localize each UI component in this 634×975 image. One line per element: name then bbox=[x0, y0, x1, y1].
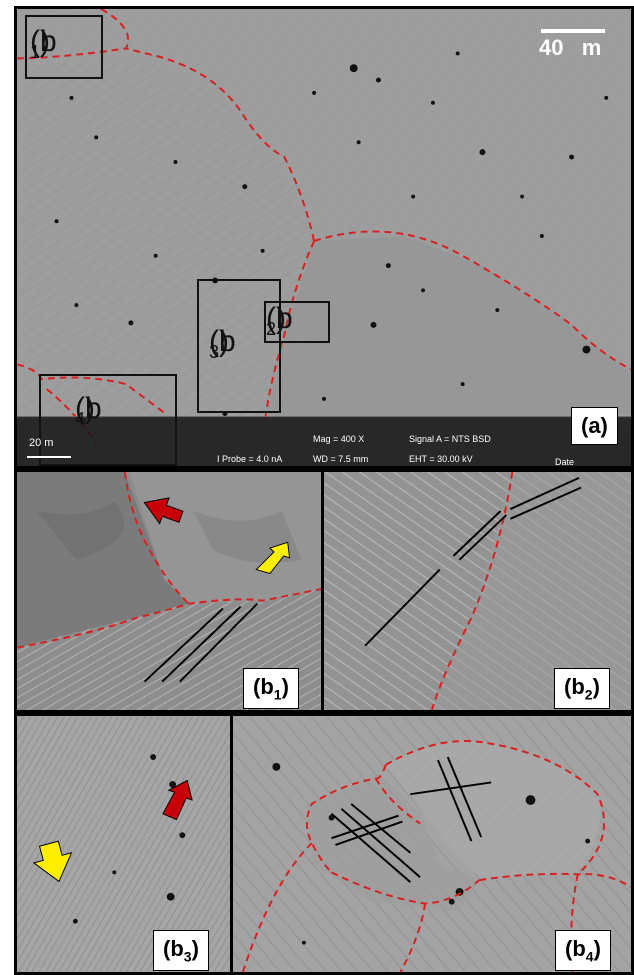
sem-probe: I Probe = 4.0 nA bbox=[217, 454, 283, 464]
panel-b4: (b4) bbox=[230, 713, 634, 975]
scale-bar-label: 40 m bbox=[539, 35, 602, 60]
panel-a: 40 m (b 1) (b 3) (b 2) (b 4) 20 m Mag = 400 … bbox=[14, 6, 634, 469]
label-b4: (b4) bbox=[555, 930, 611, 972]
roi-b1: (b 1) bbox=[25, 15, 103, 79]
sem-mag: Mag = 400 X bbox=[313, 434, 365, 444]
sem-date: Date bbox=[555, 457, 575, 467]
panel-b3-image bbox=[17, 716, 230, 972]
scale-bar-line bbox=[541, 29, 605, 33]
scale-bar: 40 m bbox=[539, 29, 605, 61]
roi-b3: (b 3) bbox=[197, 279, 281, 413]
sem-wd: WD = 7.5 mm bbox=[313, 454, 369, 464]
roi-b2: (b 2) bbox=[264, 301, 330, 343]
panel-b1: (b1) bbox=[14, 469, 324, 713]
label-a: (a) bbox=[571, 407, 618, 445]
panel-b4-image bbox=[233, 716, 631, 972]
roi-b4: (b 4) bbox=[39, 374, 177, 466]
panel-b2: (b2) bbox=[321, 469, 634, 713]
panel-a-image bbox=[17, 9, 631, 466]
label-b1: (b1) bbox=[243, 668, 299, 710]
sem-eht: EHT = 30.00 kV bbox=[409, 454, 473, 464]
panel-b1-image bbox=[17, 472, 321, 710]
inset-scale-line bbox=[27, 456, 71, 458]
label-b2: (b2) bbox=[554, 668, 610, 710]
sem-signal: Signal A = NTS BSD bbox=[409, 434, 491, 444]
inset-scale: 20 m bbox=[29, 437, 54, 449]
panel-b3: (b3) bbox=[14, 713, 233, 975]
label-b3: (b3) bbox=[153, 930, 209, 972]
